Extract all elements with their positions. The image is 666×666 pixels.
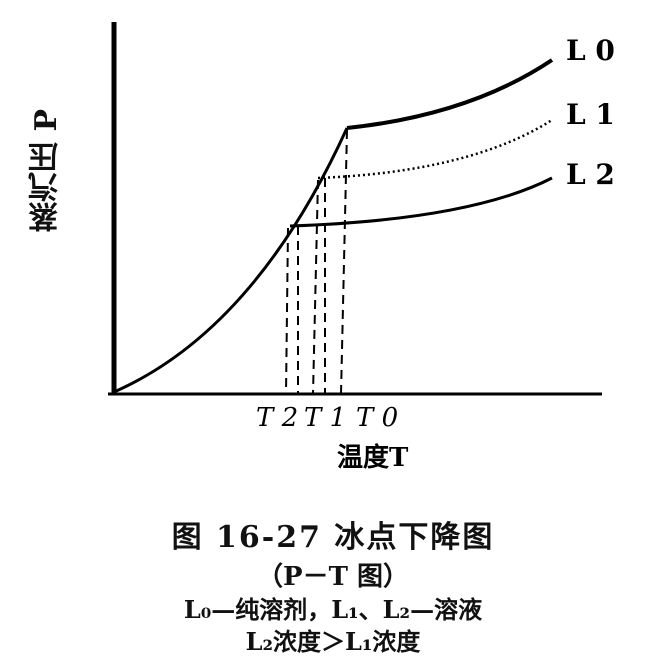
solid-vapor-pressure-curve xyxy=(113,127,349,394)
y-axis-label: 蒸汽压 P xyxy=(29,108,64,232)
figure-caption-legend-line1: L₀—纯溶剂，L₁、L₂—溶液 xyxy=(183,595,483,624)
drop-line-T1 xyxy=(312,179,319,395)
figure-caption-legend-line2: L₂浓度＞L₁浓度 xyxy=(245,627,421,656)
x-axis-label: 温度T xyxy=(337,442,409,473)
curve-label-L0: L 0 xyxy=(566,34,615,67)
drop-lines xyxy=(285,129,348,395)
curve-label-L2: L 2 xyxy=(566,158,615,191)
drop-line-T2 xyxy=(285,227,289,395)
tick-label-T2: T 2 xyxy=(256,403,298,433)
tick-label-T0: T 0 xyxy=(356,403,398,433)
drop-line-T0 xyxy=(340,129,348,395)
curve-L1-solution xyxy=(317,118,553,180)
figure-caption-title: 图 16-27 冰点下降图 xyxy=(171,520,495,555)
tick-label-T1: T 1 xyxy=(304,403,346,433)
curve-label-L1: L 1 xyxy=(566,98,615,131)
curve-L0-pure-solvent xyxy=(346,58,554,130)
figure-caption-subtitle: （P－T 图） xyxy=(257,562,409,592)
freezing-point-depression-diagram: L 0 L 1 L 2 T 2 T 1 T 0 温度T xyxy=(108,22,615,473)
curve-L2-solution xyxy=(289,176,553,228)
